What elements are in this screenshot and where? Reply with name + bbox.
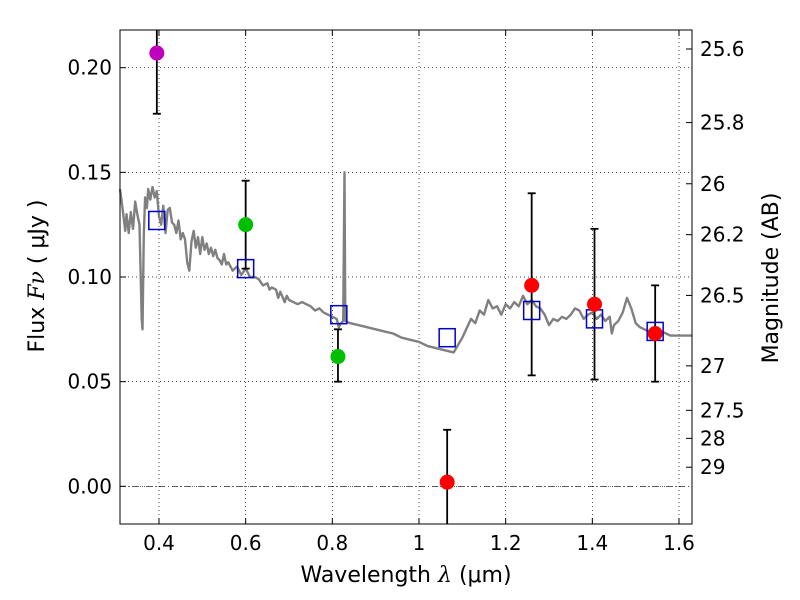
y-tick-label: 0.05 — [67, 370, 112, 394]
y-tick-label: 0.20 — [67, 56, 112, 80]
y2-tick-label: 26.2 — [700, 223, 745, 247]
model-square — [330, 304, 348, 325]
sed-layer — [118, 171, 692, 354]
model-square — [236, 258, 255, 279]
y2-tick-label: 26.5 — [700, 283, 745, 307]
x-tick-label: 1.6 — [663, 531, 695, 555]
x-tick-label: 0.8 — [316, 531, 348, 555]
y2-tick-label: 25.8 — [700, 111, 745, 135]
x-tick-label: 1.2 — [490, 531, 522, 555]
y2-axis-label: Magnitude (AB) — [759, 193, 784, 364]
tick-marks — [120, 30, 692, 524]
y2-tick-label: 29 — [700, 455, 725, 479]
tick-labels: 0.4 0.6 0.8 1 1.2 1.4 1.6 0.00 0.05 0.10 0.15 0.20 2… — [67, 37, 744, 555]
observed-point — [587, 296, 602, 312]
y-tick-label: 0.15 — [67, 160, 112, 184]
y2-tick-label: 27 — [700, 354, 725, 378]
model-square — [522, 300, 541, 321]
x-axis-label-prefix: Wavelength — [300, 563, 431, 588]
y-tick-label: 0.10 — [67, 265, 112, 289]
x-axis-label-symbol: λ — [437, 563, 452, 588]
observed-point — [149, 45, 165, 61]
grid — [120, 30, 692, 524]
plot-frame — [119, 29, 693, 525]
y-axis-label-prefix: Flux — [25, 307, 50, 353]
x-tick-label: 0.6 — [230, 531, 262, 555]
y-axis-label-symbol: Fν — [25, 271, 50, 301]
model-photometry-layer — [148, 210, 664, 348]
y-axis-label: Flux Fν ( μJy ) — [25, 199, 50, 352]
x-tick-label: 0.4 — [143, 531, 175, 555]
x-axis-label: Wavelength λ (μm) — [300, 563, 511, 588]
x-axis-label-units: (μm) — [459, 563, 512, 588]
observed-point — [330, 349, 346, 365]
observed-point — [238, 217, 254, 233]
y-tick-label: 0.00 — [67, 474, 112, 498]
y-axis-label-units: ( μJy ) — [25, 199, 50, 264]
y2-tick-label: 26 — [700, 172, 725, 196]
observed-photometry-layer — [149, 45, 663, 490]
x-tick-label: 1 — [413, 531, 426, 555]
y2-tick-label: 27.5 — [700, 398, 745, 422]
observed-point — [647, 326, 663, 342]
y2-tick-label: 25.6 — [700, 37, 745, 61]
x-tick-label: 1.4 — [576, 531, 608, 555]
model-square — [148, 210, 166, 231]
observed-point — [524, 277, 540, 293]
y2-tick-label: 28 — [700, 426, 725, 450]
observed-point — [439, 474, 455, 490]
sed-template-line — [118, 171, 692, 354]
model-square — [438, 327, 456, 348]
